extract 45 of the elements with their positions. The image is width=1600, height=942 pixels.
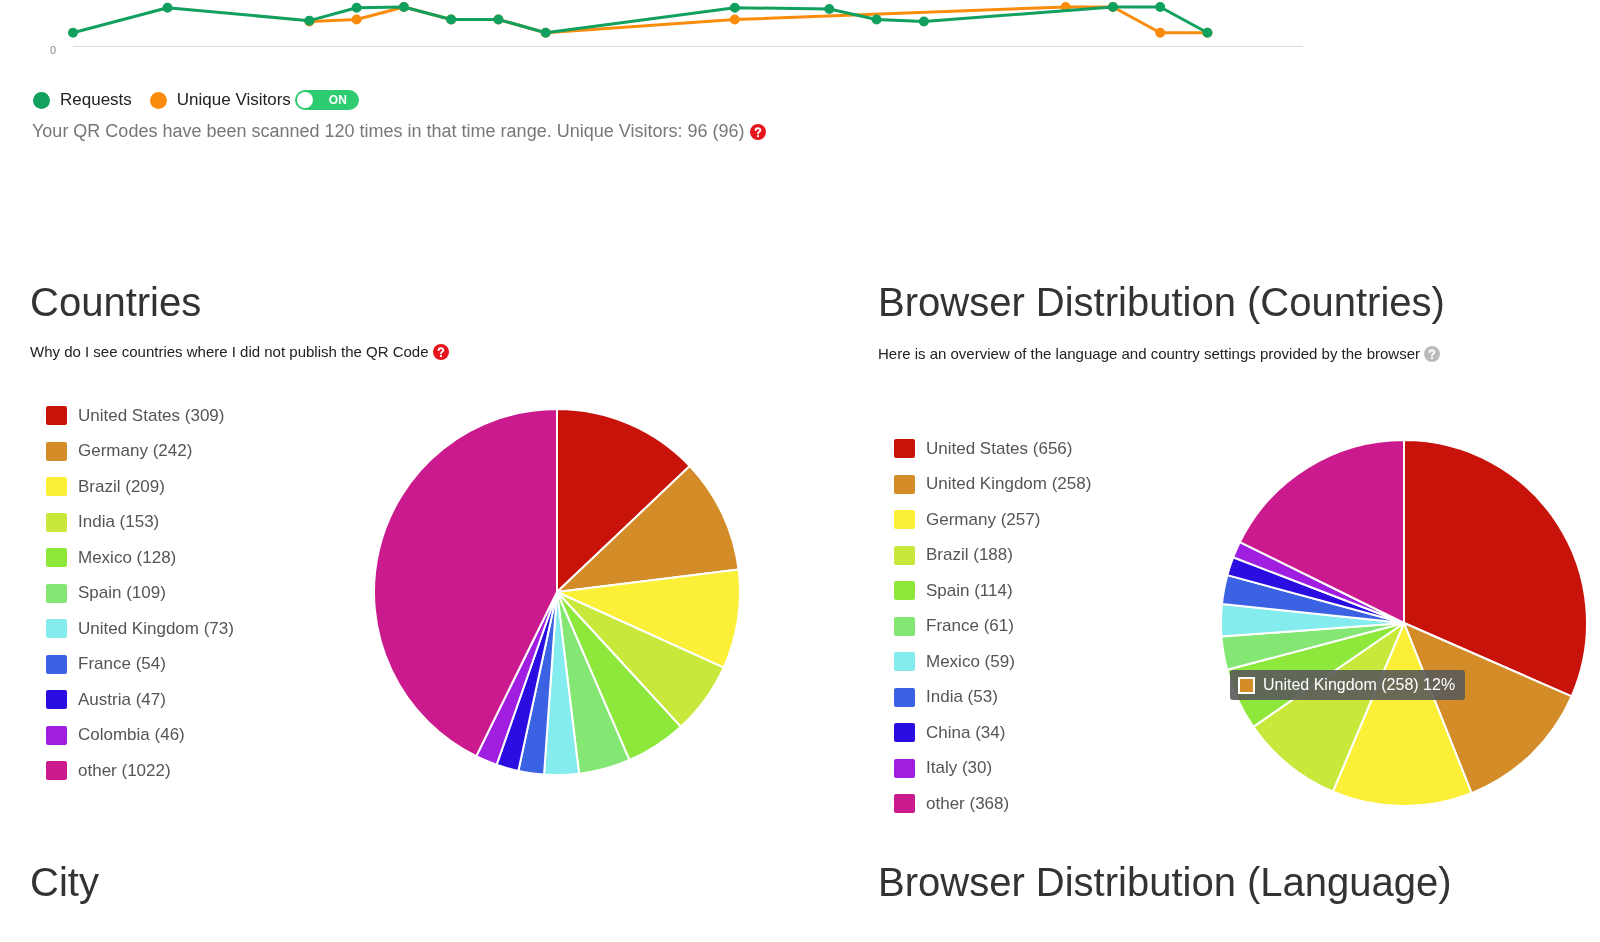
- legend-label: United Kingdom (73): [78, 618, 234, 639]
- chart-subtitle: Here is an overview of the language and country settings provided by the browser: [878, 345, 1420, 362]
- toggle-switch: ON: [294, 90, 359, 110]
- legend-label: China (34): [926, 722, 1006, 743]
- point: [68, 27, 78, 38]
- legend-label: Spain (109): [78, 583, 166, 604]
- point: [729, 14, 740, 25]
- legend-label: India (153): [78, 512, 160, 533]
- legend-label: Brazil (188): [926, 545, 1013, 566]
- legend-label: Colombia (46): [78, 725, 185, 746]
- legend-label: France (61): [926, 616, 1014, 637]
- legend-label: other (368): [926, 793, 1010, 814]
- legend-label: Mexico (59): [926, 651, 1015, 672]
- chart-subtitle: Why do I see countries where I did not publish the QR Code: [30, 343, 429, 360]
- text: 0: [50, 44, 57, 56]
- legend-label: Mexico (128): [78, 547, 177, 568]
- legend-label: Italy (30): [926, 758, 993, 779]
- text: City: [30, 860, 100, 905]
- legend-label: United States (309): [78, 405, 225, 426]
- legend-label: Germany (257): [926, 509, 1041, 530]
- point: [871, 14, 882, 25]
- legend-label: Spain (114): [926, 580, 1013, 601]
- legend-label: United States (656): [926, 438, 1073, 459]
- point: [1155, 27, 1166, 38]
- legend-label: Germany (242): [78, 441, 193, 462]
- point: [729, 2, 740, 13]
- point: [351, 2, 362, 13]
- chart-title: Browser Distribution (Countries): [878, 280, 1446, 325]
- legend-label: other (1022): [78, 760, 171, 781]
- legend-label: Requests: [60, 90, 132, 110]
- point: [162, 2, 173, 13]
- text: Your QR Codes have been scanned 120 times in that time range. Unique Visitors: 96 (96): [32, 121, 745, 142]
- legend-label: Austria (47): [78, 689, 166, 710]
- point: [1155, 2, 1166, 12]
- point: [918, 16, 929, 27]
- legend-label: India (53): [926, 687, 998, 708]
- point: [824, 3, 835, 14]
- legend-label: Brazil (209): [78, 476, 165, 497]
- legend-label: France (54): [78, 654, 166, 675]
- chart-title: Countries: [30, 280, 203, 325]
- legend-label: Unique Visitors: [176, 90, 291, 110]
- text: Browser Distribution (Language): [878, 860, 1453, 905]
- text: United Kingdom (258) 12%: [1263, 676, 1456, 693]
- legend-label: United Kingdom (258): [926, 474, 1092, 495]
- point: [351, 14, 362, 25]
